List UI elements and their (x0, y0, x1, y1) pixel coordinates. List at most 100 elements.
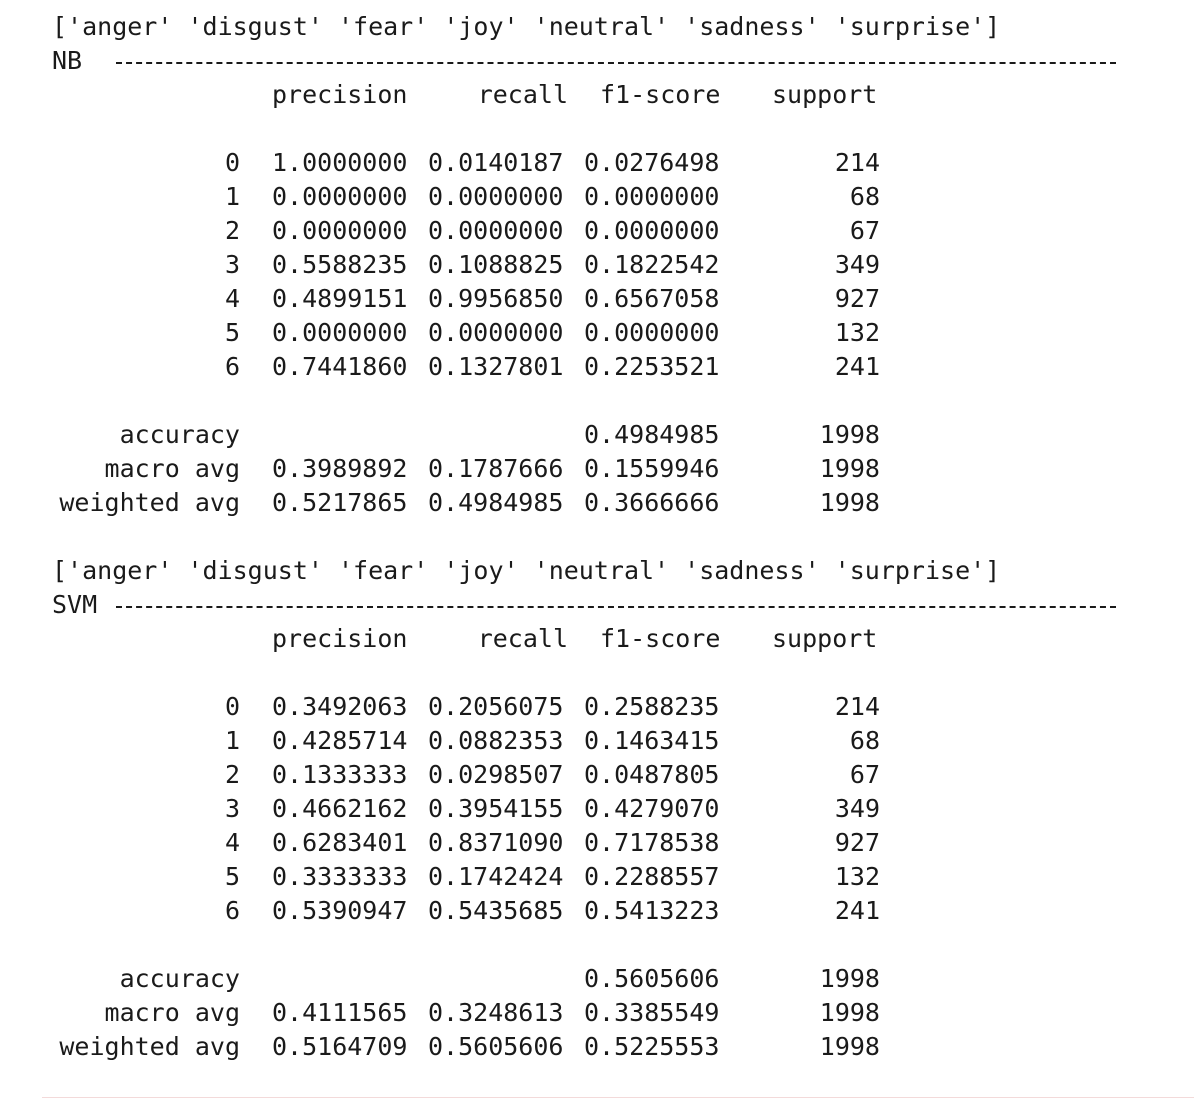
table-row-f1-score-value: 0.0276498 (584, 148, 720, 177)
summary-row-row-label: macro avg (104, 998, 240, 1027)
table-row-row-label: 0 (224, 692, 240, 721)
table-row-support-value: 132 (834, 862, 880, 891)
table-row-recall-value: 0.5435685 (428, 896, 564, 925)
summary-row-row-label: accuracy (119, 964, 240, 993)
table-row-support-value: 241 (834, 896, 880, 925)
table-row-support-value: 349 (834, 794, 880, 823)
table-row-row-label: 0 (224, 148, 240, 177)
table-row-precision-value: 0.7441860 (272, 352, 408, 381)
table-row-recall-value: 0.0882353 (428, 726, 564, 755)
model-name: NB (52, 46, 83, 75)
summary-row-support-value: 1998 (819, 488, 880, 517)
table-row-support-value: 241 (834, 352, 880, 381)
header-precision: precision (272, 80, 408, 109)
summary-row-support-value: 1998 (819, 998, 880, 1027)
table-row-support-value: 349 (834, 250, 880, 279)
table-row-row-label: 1 (224, 726, 240, 755)
summary-row-row-label: accuracy (119, 420, 240, 449)
table-row-row-label: 6 (224, 896, 240, 925)
table-row-support-value: 214 (834, 692, 880, 721)
table-row-f1-score-value: 0.0487805 (584, 760, 720, 789)
table-row-precision-value: 0.4899151 (272, 284, 408, 313)
table-row-support-value: 68 (849, 726, 880, 755)
separator-rule (116, 606, 1116, 608)
table-row-precision-value: 0.0000000 (272, 182, 408, 211)
table-row-support-value: 214 (834, 148, 880, 177)
table-row-recall-value: 0.9956850 (428, 284, 564, 313)
table-row-support-value: 927 (834, 284, 880, 313)
table-row-f1-score-value: 0.4279070 (584, 794, 720, 823)
table-row-recall-value: 0.0000000 (428, 318, 564, 347)
summary-row-row-label: weighted avg (59, 1032, 240, 1061)
header-f1-score: f1-score (600, 80, 721, 109)
table-row-f1-score-value: 0.7178538 (584, 828, 720, 857)
table-row-f1-score-value: 0.2288557 (584, 862, 720, 891)
header-support: support (772, 624, 878, 653)
table-row-f1-score-value: 0.1463415 (584, 726, 720, 755)
summary-row-f1-score-value: 0.3666666 (584, 488, 720, 517)
table-row-support-value: 67 (849, 216, 880, 245)
table-row-row-label: 6 (224, 352, 240, 381)
table-row-row-label: 1 (224, 182, 240, 211)
header-precision: precision (272, 624, 408, 653)
table-row-f1-score-value: 0.1822542 (584, 250, 720, 279)
table-row-f1-score-value: 0.2588235 (584, 692, 720, 721)
table-row-row-label: 2 (224, 216, 240, 245)
table-row-row-label: 4 (224, 828, 240, 857)
table-row-f1-score-value: 0.5413223 (584, 896, 720, 925)
table-row-row-label: 2 (224, 760, 240, 789)
header-support: support (772, 80, 878, 109)
summary-row-precision-value: 0.5217865 (272, 488, 408, 517)
summary-row-precision-value: 0.3989892 (272, 454, 408, 483)
table-row-f1-score-value: 0.0000000 (584, 182, 720, 211)
summary-row-support-value: 1998 (819, 1032, 880, 1061)
table-row-recall-value: 0.8371090 (428, 828, 564, 857)
table-row-precision-value: 0.3492063 (272, 692, 408, 721)
header-recall: recall (477, 80, 568, 109)
table-row-precision-value: 0.0000000 (272, 216, 408, 245)
table-row-support-value: 68 (849, 182, 880, 211)
summary-row-f1-score-value: 0.5605606 (584, 964, 720, 993)
summary-row-f1-score-value: 0.4984985 (584, 420, 720, 449)
table-row-f1-score-value: 0.2253521 (584, 352, 720, 381)
table-row-precision-value: 0.3333333 (272, 862, 408, 891)
header-f1-score: f1-score (600, 624, 721, 653)
table-row-recall-value: 0.0000000 (428, 216, 564, 245)
summary-row-row-label: weighted avg (59, 488, 240, 517)
class-labels-line: ['anger' 'disgust' 'fear' 'joy' 'neutral… (52, 12, 1001, 41)
summary-row-recall-value: 0.5605606 (428, 1032, 564, 1061)
summary-row-f1-score-value: 0.1559946 (584, 454, 720, 483)
table-row-precision-value: 0.1333333 (272, 760, 408, 789)
output-bottom-border (42, 1097, 1194, 1098)
table-row-recall-value: 0.1327801 (428, 352, 564, 381)
table-row-recall-value: 0.1742424 (428, 862, 564, 891)
table-row-precision-value: 0.4285714 (272, 726, 408, 755)
table-row-f1-score-value: 0.0000000 (584, 216, 720, 245)
table-row-recall-value: 0.0000000 (428, 182, 564, 211)
table-row-support-value: 927 (834, 828, 880, 857)
table-row-f1-score-value: 0.6567058 (584, 284, 720, 313)
table-row-support-value: 67 (849, 760, 880, 789)
header-recall: recall (477, 624, 568, 653)
table-row-recall-value: 0.0140187 (428, 148, 564, 177)
table-row-precision-value: 0.5390947 (272, 896, 408, 925)
table-row-row-label: 3 (224, 794, 240, 823)
summary-row-recall-value: 0.3248613 (428, 998, 564, 1027)
table-row-row-label: 5 (224, 862, 240, 891)
table-row-row-label: 3 (224, 250, 240, 279)
separator-rule (116, 62, 1116, 64)
table-row-precision-value: 0.6283401 (272, 828, 408, 857)
table-row-precision-value: 0.4662162 (272, 794, 408, 823)
summary-row-precision-value: 0.5164709 (272, 1032, 408, 1061)
summary-row-f1-score-value: 0.3385549 (584, 998, 720, 1027)
summary-row-precision-value: 0.4111565 (272, 998, 408, 1027)
summary-row-recall-value: 0.1787666 (428, 454, 564, 483)
table-row-f1-score-value: 0.0000000 (584, 318, 720, 347)
summary-row-support-value: 1998 (819, 420, 880, 449)
summary-row-f1-score-value: 0.5225553 (584, 1032, 720, 1061)
table-row-recall-value: 0.2056075 (428, 692, 564, 721)
table-row-support-value: 132 (834, 318, 880, 347)
table-row-recall-value: 0.3954155 (428, 794, 564, 823)
table-row-row-label: 5 (224, 318, 240, 347)
